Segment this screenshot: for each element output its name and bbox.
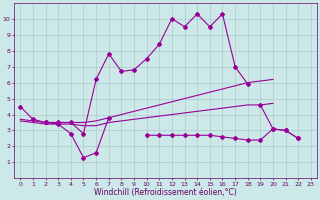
X-axis label: Windchill (Refroidissement éolien,°C): Windchill (Refroidissement éolien,°C) <box>94 188 237 197</box>
